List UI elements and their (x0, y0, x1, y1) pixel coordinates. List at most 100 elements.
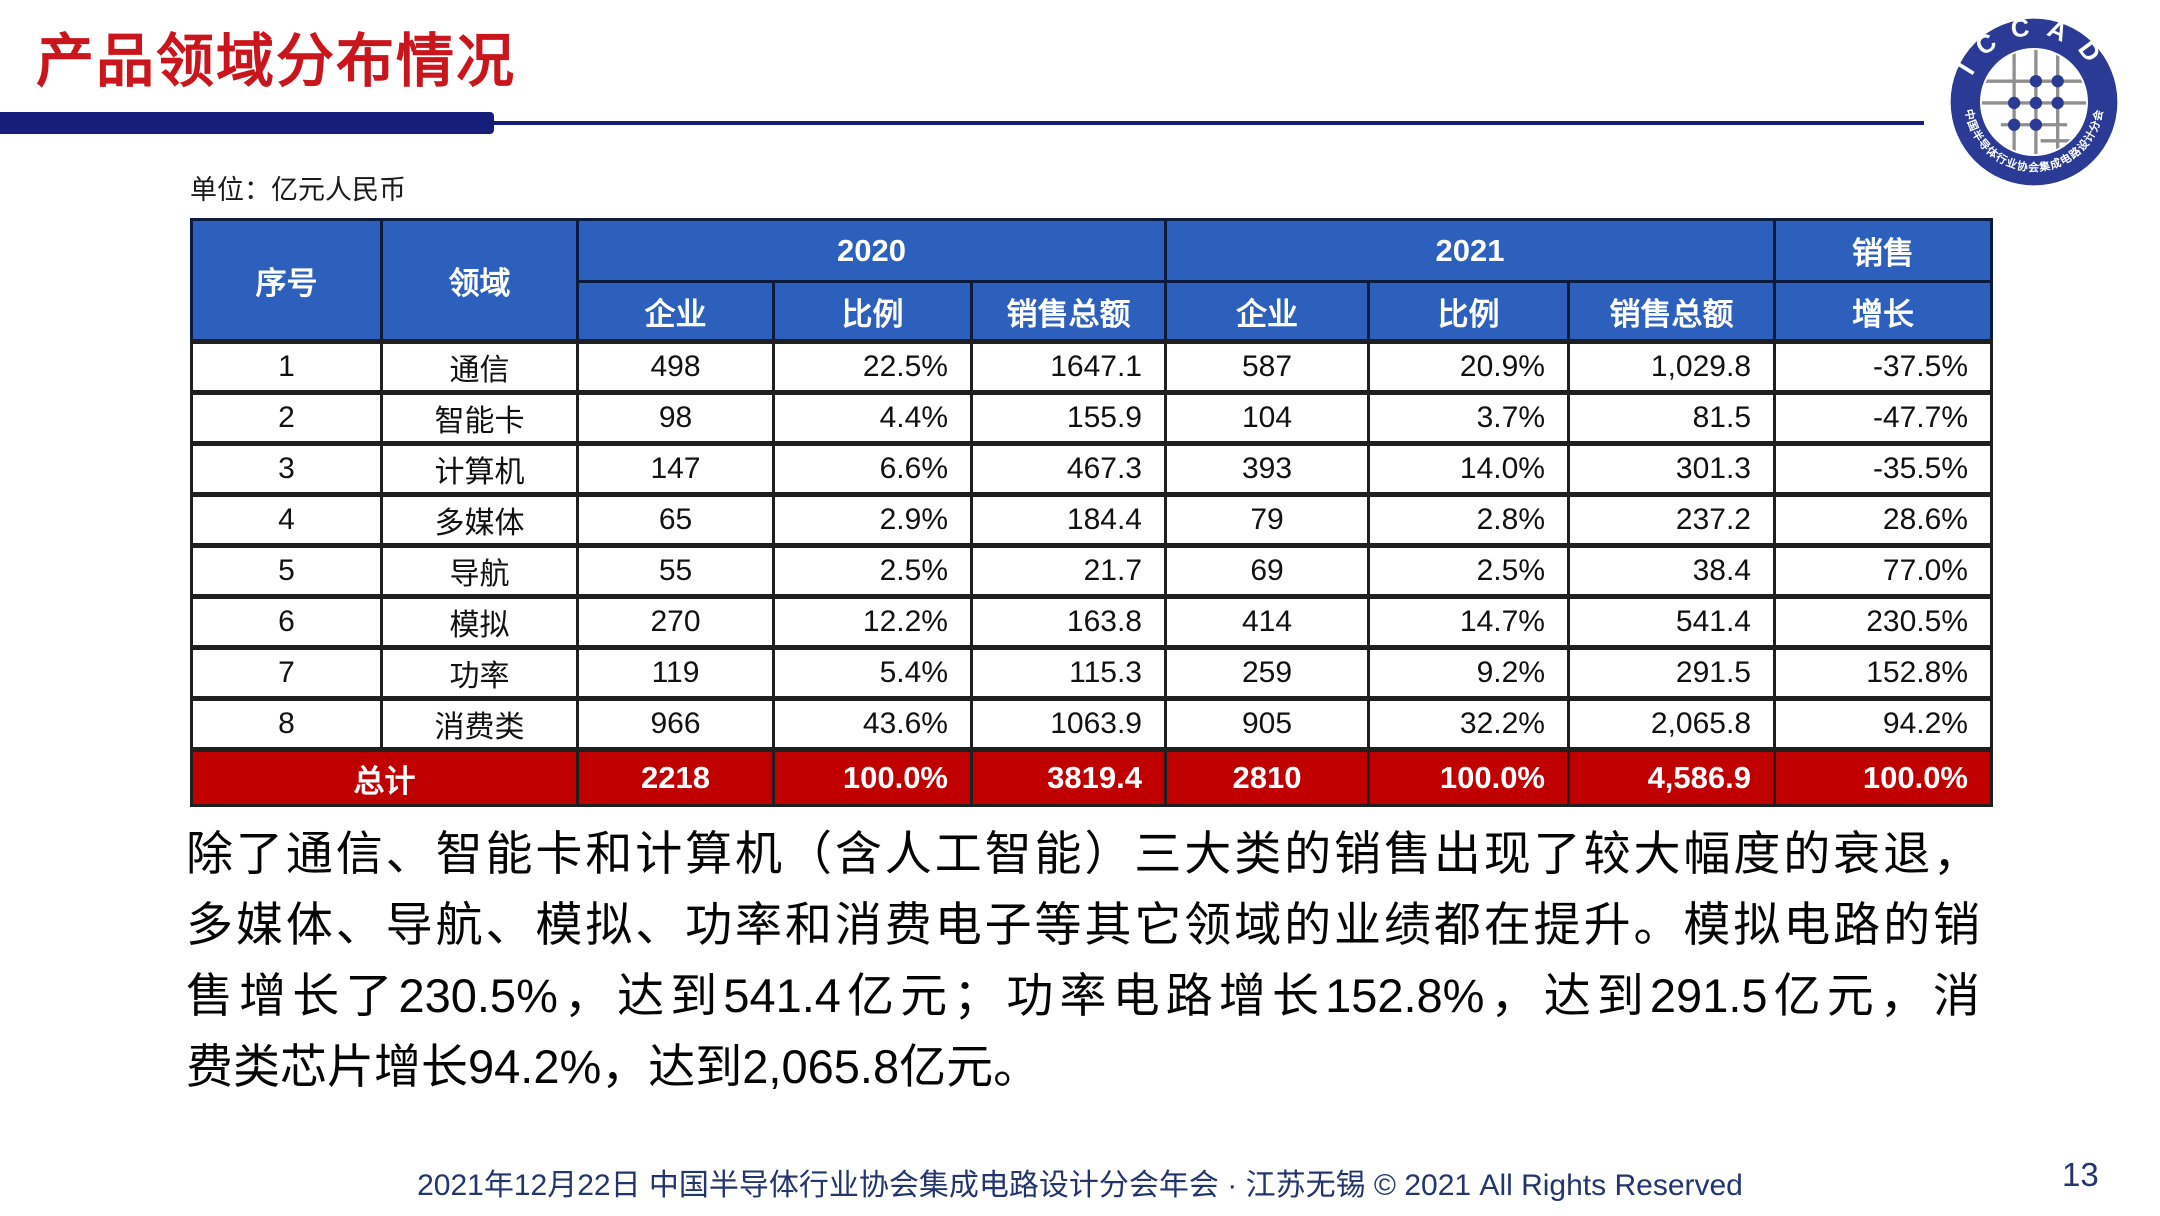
table-cell: 301.3 (1567, 441, 1776, 496)
table-row: 4 多媒体 65 2.9% 184.4 79 2.8% 237.2 28.6% (190, 492, 1993, 547)
table-cell: 7 (190, 645, 383, 700)
table-cell: 587 (1164, 339, 1370, 394)
table-cell: 414 (1164, 594, 1370, 649)
table-cell: 4 (190, 492, 383, 547)
body-line: 除了通信、智能卡和计算机（含人工智能）三大类的销售出现了较大幅度的衰退， (186, 827, 1980, 880)
table-cell: -37.5% (1773, 339, 1993, 394)
header-group-2020: 2020 (576, 218, 1167, 283)
table-cell: 4.4% (772, 390, 973, 445)
iccad-logo-icon: ICCAD 中国半导体行业协会集成电路设计分会 (1950, 13, 2118, 186)
page-number: 13 (2062, 1156, 2099, 1193)
table-cell: 通信 (380, 339, 579, 394)
table-cell: 905 (1164, 696, 1370, 751)
table-footer: 总计 2218 100.0% 3819.4 2810 100.0% 4,586.… (190, 747, 1993, 807)
table-cell: 291.5 (1567, 645, 1776, 700)
table-cell: 6.6% (772, 441, 973, 496)
table-cell: 21.7 (970, 543, 1167, 598)
table-cell: 20.9% (1367, 339, 1570, 394)
table-cell: 2.5% (772, 543, 973, 598)
table-cell: 115.3 (970, 645, 1167, 700)
table-cell: 32.2% (1367, 696, 1570, 751)
page-title: 产品领域分布情况 (36, 29, 517, 94)
header-no: 序号 (190, 218, 383, 343)
total-2021-sales: 4,586.9 (1567, 747, 1776, 807)
table-row: 3 计算机 147 6.6% 467.3 393 14.0% 301.3 -35.5% (190, 441, 1993, 496)
table-cell: 6 (190, 594, 383, 649)
table-cell: 79 (1164, 492, 1370, 547)
table-row: 6 模拟 270 12.2% 163.8 414 14.7% 541.4 230.5% (190, 594, 1993, 649)
total-2021-proportion: 100.0% (1367, 747, 1570, 807)
table-cell: 1 (190, 339, 383, 394)
table-cell: 多媒体 (380, 492, 579, 547)
footer-text: 2021年12月22日 中国半导体行业协会集成电路设计分会年会 · 江苏无锡 ©… (417, 1169, 1743, 1202)
table-cell: 14.0% (1367, 441, 1570, 496)
table-cell: 2.8% (1367, 492, 1570, 547)
total-growth: 100.0% (1773, 747, 1993, 807)
table-cell: 184.4 (970, 492, 1167, 547)
table-cell: 98 (576, 390, 775, 445)
header-domain: 领域 (380, 218, 579, 343)
header-2020-enterprises: 企业 (576, 280, 775, 343)
table-cell: 966 (576, 696, 775, 751)
table-cell: 104 (1164, 390, 1370, 445)
table-cell: -35.5% (1773, 441, 1993, 496)
header-row-groups: 序号 领域 2020 2021 销售 (190, 218, 1993, 343)
table-cell: 5 (190, 543, 383, 598)
header-2021-enterprises: 企业 (1164, 280, 1370, 343)
table-row: 2 智能卡 98 4.4% 155.9 104 3.7% 81.5 -47.7% (190, 390, 1993, 445)
table-cell: 43.6% (772, 696, 973, 751)
table-cell: -47.7% (1773, 390, 1993, 445)
total-2020-sales: 3819.4 (970, 747, 1167, 807)
table-row: 5 导航 55 2.5% 21.7 69 2.5% 38.4 77.0% (190, 543, 1993, 598)
table-cell: 147 (576, 441, 775, 496)
total-row: 总计 2218 100.0% 3819.4 2810 100.0% 4,586.… (190, 747, 1993, 807)
table-cell: 393 (1164, 441, 1370, 496)
table-cell: 8 (190, 696, 383, 751)
table-cell: 77.0% (1773, 543, 1993, 598)
table-header: 序号 领域 2020 2021 销售 企业 比例 销售总额 企业 比例 销售总额… (190, 218, 1993, 343)
table-cell: 5.4% (772, 645, 973, 700)
table-cell: 152.8% (1773, 645, 1993, 700)
table-cell: 541.4 (1567, 594, 1776, 649)
unit-label: 单位：亿元人民币 (190, 175, 406, 205)
title-divider-thick (0, 112, 494, 134)
table-cell: 2 (190, 390, 383, 445)
table-cell: 12.2% (772, 594, 973, 649)
table-cell: 55 (576, 543, 775, 598)
table-cell: 导航 (380, 543, 579, 598)
body-paragraph: 除了通信、智能卡和计算机（含人工智能）三大类的销售出现了较大幅度的衰退， 多媒体、… (186, 818, 1980, 1102)
table-cell: 2,065.8 (1567, 696, 1776, 751)
table-cell: 69 (1164, 543, 1370, 598)
table-cell: 163.8 (970, 594, 1167, 649)
table-row: 1 通信 498 22.5% 1647.1 587 20.9% 1,029.8 -37.5% (190, 339, 1993, 394)
header-2021-total-sales: 销售总额 (1567, 280, 1776, 343)
table-cell: 模拟 (380, 594, 579, 649)
table-cell: 消费类 (380, 696, 579, 751)
total-2020-proportion: 100.0% (772, 747, 973, 807)
table-cell: 65 (576, 492, 775, 547)
table-cell: 259 (1164, 645, 1370, 700)
header-2021-proportion: 比例 (1367, 280, 1570, 343)
table-cell: 计算机 (380, 441, 579, 496)
total-2020-enterprises: 2218 (576, 747, 775, 807)
header-row-subcols: 企业 比例 销售总额 企业 比例 销售总额 增长 (192, 280, 1993, 343)
table-cell: 2.9% (772, 492, 973, 547)
header-2020-proportion: 比例 (772, 280, 973, 343)
table-cell: 1647.1 (970, 339, 1167, 394)
table-cell: 230.5% (1773, 594, 1993, 649)
body-line: 售增长了230.5%，达到541.4亿元；功率电路增长152.8%，达到291.… (186, 969, 1980, 1022)
table-cell: 28.6% (1773, 492, 1993, 547)
table-cell: 智能卡 (380, 390, 579, 445)
table-body: 1 通信 498 22.5% 1647.1 587 20.9% 1,029.8 -37.5% 2 智… (190, 339, 1993, 751)
table-cell: 3.7% (1367, 390, 1570, 445)
table-cell: 270 (576, 594, 775, 649)
table-cell: 3 (190, 441, 383, 496)
table-cell: 155.9 (970, 390, 1167, 445)
table-cell: 22.5% (772, 339, 973, 394)
body-line: 费类芯片增长94.2%，达到2,065.8亿元。 (186, 1040, 1041, 1093)
table-cell: 119 (576, 645, 775, 700)
table-cell: 81.5 (1567, 390, 1776, 445)
table-row: 8 消费类 966 43.6% 1063.9 905 32.2% 2,065.8 94.2% (190, 696, 1993, 751)
table-cell: 1063.9 (970, 696, 1167, 751)
table-cell: 467.3 (970, 441, 1167, 496)
